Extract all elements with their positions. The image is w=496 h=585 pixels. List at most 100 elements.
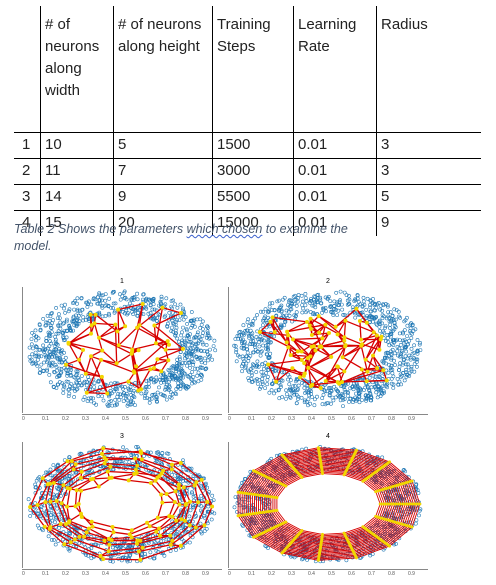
som-panel-4: 4 0 0.1 0.2 0.3 0.4 0.5 0.6 0.7 0.8 0.9	[228, 430, 428, 580]
x-tick-label: 0.2	[268, 416, 275, 422]
x-tick-label: 0.4	[308, 571, 315, 577]
panel-number-label: 3	[120, 433, 124, 440]
x-tick-label: 0.3	[82, 571, 89, 577]
x-tick-label: 0.5	[328, 416, 335, 422]
header-radius: Radius	[376, 6, 481, 133]
som-panel-2: 2 0 0.1 0.2 0.3 0.4 0.5 0.6 0.7 0.8 0.9	[228, 275, 428, 425]
x-axis: 0 0.1 0.2 0.3 0.4 0.5 0.6 0.7 0.8 0.9	[22, 569, 222, 580]
x-tick-label: 0.4	[308, 416, 315, 422]
panel-number-label: 4	[326, 433, 330, 440]
neuron-edges	[259, 308, 388, 389]
table-caption: Table 2 Shows the parameters which chose…	[14, 221, 374, 255]
caption-text: Table 2 Shows the parameters	[14, 222, 187, 236]
som-plot	[232, 289, 423, 409]
table-cell-steps: 15000	[212, 210, 294, 236]
x-tick-label: 0.4	[102, 571, 109, 577]
x-tick-label: 0.8	[388, 571, 395, 577]
table-row: 1 10 5 1500 0.01 3	[14, 132, 481, 159]
x-tick-label: 0.7	[162, 571, 169, 577]
table-cell-steps: 5500	[212, 184, 294, 211]
x-tick-label: 0.5	[122, 571, 129, 577]
x-tick-label: 0.6	[142, 416, 149, 422]
table-row: 3 14 9 5500 0.01 5	[14, 184, 481, 211]
panel-number-label: 2	[326, 278, 330, 285]
x-tick-label: 0.9	[408, 571, 415, 577]
table-cell-radius: 5	[376, 184, 481, 211]
y-axis-line	[22, 442, 23, 568]
neuron-nodes	[236, 446, 422, 562]
header-training-steps: Training Steps	[212, 6, 294, 133]
neuron-nodes	[64, 302, 185, 396]
neuron-nodes	[28, 446, 215, 562]
x-tick-label: 0.1	[42, 571, 49, 577]
x-tick-label: 0.7	[162, 416, 169, 422]
x-tick-label: 0.5	[122, 416, 129, 422]
x-tick-label: 0	[22, 571, 25, 577]
table-row: 4 15 20 15000 0.01 9	[14, 210, 481, 236]
x-tick-label: 0.5	[328, 571, 335, 577]
x-tick-label: 0.1	[248, 571, 255, 577]
x-tick-label: 0.1	[42, 416, 49, 422]
x-tick-label: 0.9	[202, 571, 209, 577]
table-cell-steps: 1500	[212, 132, 294, 159]
x-tick-label: 0.8	[388, 416, 395, 422]
x-axis: 0 0.1 0.2 0.3 0.4 0.5 0.6 0.7 0.8 0.9	[228, 569, 428, 580]
header-height-neurons: # of neurons along height	[113, 6, 213, 133]
x-tick-label: 0.3	[82, 416, 89, 422]
row-index: 3	[14, 184, 41, 211]
som-figure: 1 0 0.1 0.2 0.3 0.4 0.5 0.6 0.7 0.8 0.9 2 0 0.1 0.2 0.3…	[0, 275, 496, 585]
neuron-edges	[65, 303, 184, 395]
x-tick-label: 0.9	[202, 416, 209, 422]
x-tick-label: 0.3	[288, 571, 295, 577]
x-tick-label: 0.7	[368, 571, 375, 577]
x-axis: 0 0.1 0.2 0.3 0.4 0.5 0.6 0.7 0.8 0.9	[22, 414, 222, 425]
x-tick-label: 0.6	[348, 571, 355, 577]
x-tick-label: 0.2	[268, 571, 275, 577]
x-tick-label: 0.7	[368, 416, 375, 422]
table-cell-lr: 0.01	[293, 158, 377, 185]
y-axis-line	[228, 442, 229, 568]
table-row: 2 11 7 3000 0.01 3	[14, 158, 481, 185]
som-plot	[27, 289, 218, 409]
caption-text-end: to examine the model.	[14, 222, 348, 253]
table-cell-lr: 0.01	[293, 132, 377, 159]
x-tick-label: 0.4	[102, 416, 109, 422]
table-cell-radius: 9	[376, 210, 481, 236]
x-tick-label: 0.8	[182, 571, 189, 577]
x-tick-label: 0	[228, 416, 231, 422]
x-axis: 0 0.1 0.2 0.3 0.4 0.5 0.6 0.7 0.8 0.9	[228, 414, 428, 425]
table-cell-steps: 3000	[212, 158, 294, 185]
x-tick-label: 0.9	[408, 416, 415, 422]
y-axis-line	[228, 287, 229, 413]
x-tick-label: 0.6	[348, 416, 355, 422]
row-index: 1	[14, 132, 41, 159]
x-tick-label: 0.2	[62, 571, 69, 577]
som-panel-3: 3 0 0.1 0.2 0.3 0.4 0.5 0.6 0.7 0.8 0.9	[22, 430, 222, 580]
table-header-row: # of neurons along width # of neurons al…	[14, 6, 481, 133]
header-index-cell	[14, 6, 41, 133]
row-index: 2	[14, 158, 41, 185]
panel-number-label: 1	[120, 278, 124, 285]
som-plot	[232, 444, 423, 564]
x-tick-label: 0	[228, 571, 231, 577]
table-cell-lr: 0.01	[293, 210, 377, 236]
table-cell-height: 7	[113, 158, 213, 185]
x-tick-label: 0	[22, 416, 25, 422]
header-learning-rate: Learning Rate	[293, 6, 377, 133]
header-width-neurons: # of neurons along width	[40, 6, 114, 133]
table-cell-radius: 3	[376, 132, 481, 159]
x-tick-label: 0.2	[62, 416, 69, 422]
row-index: 4	[14, 210, 41, 236]
table-cell-width: 11	[40, 158, 114, 185]
som-plot	[26, 444, 217, 564]
table-cell-width: 14	[40, 184, 114, 211]
table-cell-width: 10	[40, 132, 114, 159]
table-cell-radius: 3	[376, 158, 481, 185]
neuron-nodes	[257, 306, 389, 390]
table-cell-height: 9	[113, 184, 213, 211]
x-tick-label: 0.1	[248, 416, 255, 422]
som-panel-1: 1 0 0.1 0.2 0.3 0.4 0.5 0.6 0.7 0.8 0.9	[22, 275, 222, 425]
table-cell-lr: 0.01	[293, 184, 377, 211]
y-axis-line	[22, 287, 23, 413]
